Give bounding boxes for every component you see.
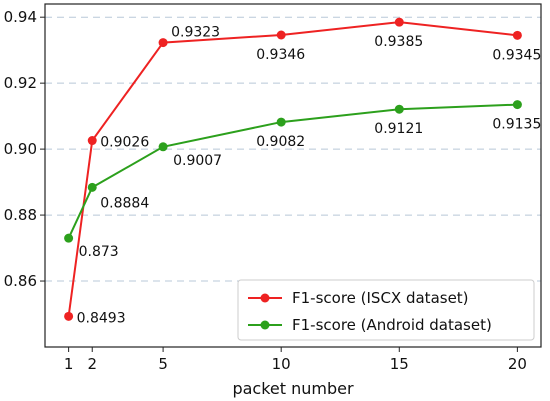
data-point: [512, 30, 522, 40]
plot-frame: [44, 3, 542, 348]
legend: F1-score (ISCX dataset) F1-score (Android…: [237, 279, 535, 341]
x-axis-label: packet number: [232, 379, 354, 398]
y-tick-label: 0.86: [4, 272, 37, 290]
data-point: [87, 136, 97, 146]
x-tick-label: 2: [87, 355, 97, 373]
y-tick-label: 0.92: [4, 74, 37, 92]
legend-swatch-marker: [260, 293, 270, 303]
data-point: [158, 38, 168, 48]
data-label: 0.873: [79, 244, 119, 260]
series-lines: [64, 17, 522, 321]
data-label: 0.9026: [100, 135, 149, 151]
axes: 0.86 0.88 0.90 0.92 0.94 1 2 5 10 15 20: [4, 8, 527, 373]
data-label: 0.9007: [173, 153, 222, 169]
data-label: 0.9345: [492, 47, 541, 63]
x-tick-label: 1: [64, 355, 74, 373]
x-tick-label: 15: [390, 355, 409, 373]
data-point: [64, 233, 74, 243]
data-point: [87, 182, 97, 192]
data-point: [158, 142, 168, 152]
data-point: [394, 17, 404, 27]
data-label: 0.9121: [374, 121, 423, 137]
y-tick-label: 0.88: [4, 206, 37, 224]
data-point: [394, 104, 404, 114]
data-point: [276, 30, 286, 40]
legend-label: F1-score (Android dataset): [292, 316, 492, 334]
series-line: [67, 21, 518, 317]
series-line: [67, 103, 518, 239]
data-label: 0.8493: [77, 310, 126, 326]
data-label: 0.9323: [171, 25, 220, 41]
data-label: 0.9135: [492, 117, 541, 133]
data-point: [276, 117, 286, 127]
y-tick-label: 0.90: [4, 140, 37, 158]
x-tick-label: 20: [508, 355, 527, 373]
data-label: 0.8884: [100, 195, 149, 211]
data-label: 0.9385: [374, 34, 423, 50]
data-point: [512, 100, 522, 110]
y-tick-label: 0.94: [4, 8, 37, 26]
legend-label: F1-score (ISCX dataset): [292, 289, 469, 307]
data-label: 0.9082: [256, 134, 305, 150]
legend-box: [237, 279, 535, 341]
data-label: 0.9346: [256, 47, 305, 63]
data-point: [64, 311, 74, 321]
x-tick-label: 5: [158, 355, 168, 373]
data-labels: 0.8493 0.9026 0.9323 0.9346 0.9385 0.9345 0.87…: [77, 25, 542, 327]
x-tick-label: 10: [272, 355, 291, 373]
legend-swatch-marker: [260, 320, 270, 330]
